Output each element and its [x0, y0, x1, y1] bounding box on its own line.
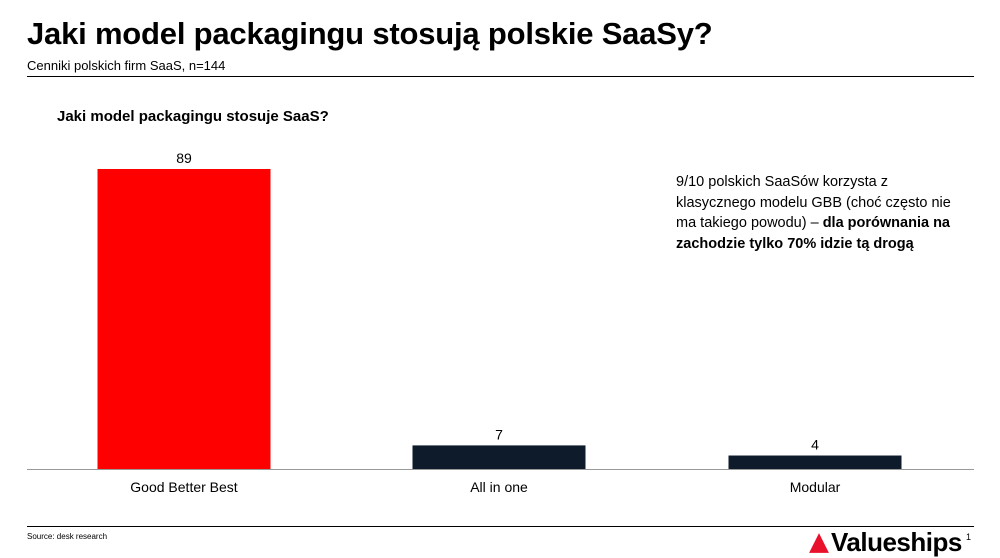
logo-mark-icon	[809, 532, 829, 553]
annotation-text: 9/10 polskich SaaSów korzysta z klasyczn…	[676, 172, 966, 254]
annotation-normal: 9/10 polskich SaaSów korzysta z klasyczn…	[676, 174, 951, 231]
logo-text: Valueships	[831, 527, 962, 557]
page-number: 1	[966, 532, 972, 542]
category-label: All in one	[470, 479, 528, 495]
chart-title: Jaki model packagingu stosuje SaaS?	[57, 108, 329, 125]
page-title: Jaki model packagingu stosują polskie Sa…	[27, 16, 713, 51]
data-label: 89	[176, 150, 192, 166]
bar-modular	[728, 455, 902, 469]
bar-good-better-best	[97, 169, 271, 469]
bar-all-in-one	[412, 445, 586, 469]
header-divider	[27, 76, 974, 77]
valueships-logo: Valueships	[808, 527, 962, 558]
footer-divider	[27, 526, 974, 527]
category-label: Modular	[790, 479, 841, 495]
annotation-bold: dla porównania na zachodzie tylko 70% id…	[676, 215, 950, 252]
page-subtitle: Cenniki polskich firm SaaS, n=144	[27, 58, 226, 73]
data-label: 4	[811, 437, 819, 453]
data-label: 7	[495, 426, 503, 442]
source-note: Source: desk research	[27, 532, 108, 541]
category-label: Good Better Best	[130, 479, 238, 495]
